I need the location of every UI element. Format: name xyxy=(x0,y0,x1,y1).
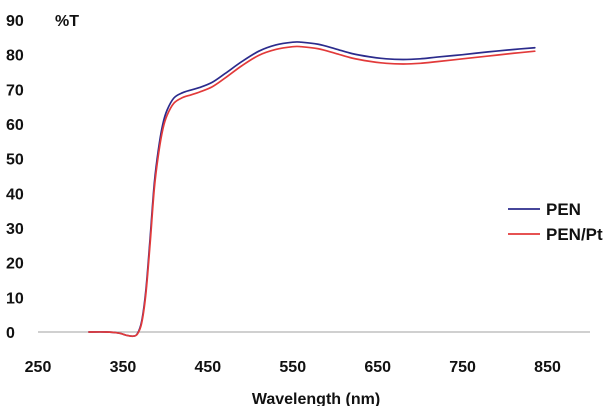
y-axis-title: %T xyxy=(55,13,79,30)
y-tick-label: 20 xyxy=(6,256,24,273)
x-tick-label: 750 xyxy=(449,359,476,376)
y-tick-label: 90 xyxy=(6,13,24,30)
y-axis: 0 10 20 30 40 50 60 70 80 90 xyxy=(6,13,24,342)
x-tick-label: 450 xyxy=(194,359,221,376)
series-line-pen-pt xyxy=(88,45,536,338)
x-tick-label: 850 xyxy=(534,359,561,376)
y-tick-label: 0 xyxy=(6,325,15,342)
legend: PEN PEN/Pt xyxy=(508,200,603,244)
y-tick-label: 30 xyxy=(6,221,24,238)
y-tick-label: 60 xyxy=(6,117,24,134)
series-lines xyxy=(88,41,536,338)
legend-label: PEN/Pt xyxy=(546,225,603,244)
x-tick-label: 350 xyxy=(110,359,137,376)
x-tick-label: 550 xyxy=(279,359,306,376)
x-axis-title: Wavelength (nm) xyxy=(252,391,380,406)
y-tick-label: 50 xyxy=(6,152,24,169)
y-tick-label: 70 xyxy=(6,82,24,99)
y-tick-label: 40 xyxy=(6,186,24,203)
legend-label: PEN xyxy=(546,200,581,219)
x-tick-label: 250 xyxy=(25,359,52,376)
x-tick-label: 650 xyxy=(364,359,391,376)
y-tick-label: 80 xyxy=(6,48,24,65)
y-tick-label: 10 xyxy=(6,290,24,307)
series-line-pen xyxy=(88,41,536,338)
x-axis: 250 350 450 550 650 750 850 xyxy=(25,331,590,376)
